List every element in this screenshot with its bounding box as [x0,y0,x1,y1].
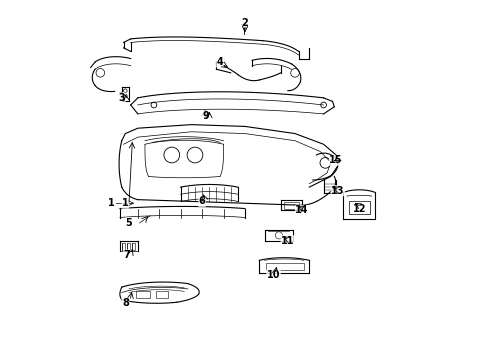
Text: 13: 13 [331,186,344,196]
Text: 6: 6 [199,197,205,206]
Bar [122,243,125,249]
Text: 5: 5 [125,218,132,228]
Text: 8: 8 [122,298,129,308]
Bar [267,263,304,270]
Text: 9: 9 [202,111,209,121]
Bar [127,243,130,249]
Text: 7: 7 [124,250,130,260]
Text: 10: 10 [267,270,280,280]
Bar [348,202,370,214]
Text: 2: 2 [242,18,248,28]
Text: 1: 1 [108,198,115,208]
Text: 3: 3 [119,93,125,103]
Text: 1: 1 [122,198,129,208]
Bar [132,243,135,249]
Bar [136,291,150,298]
Text: 12: 12 [353,203,366,213]
Bar [156,291,168,298]
Text: 11: 11 [281,236,294,246]
Bar [284,202,298,208]
Text: 15: 15 [329,156,343,165]
Text: 4: 4 [217,57,223,67]
Text: 14: 14 [295,205,309,215]
